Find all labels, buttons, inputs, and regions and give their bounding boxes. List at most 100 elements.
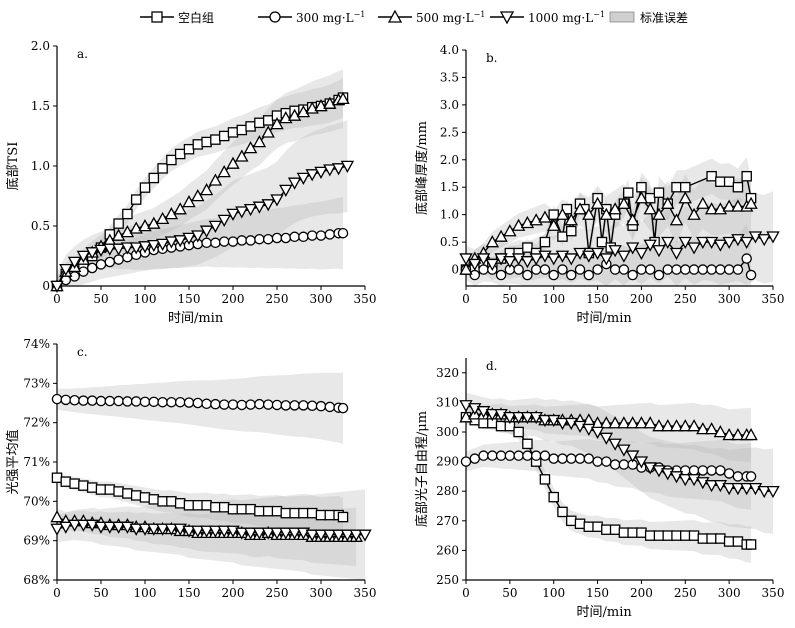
data-point (199, 183, 214, 196)
panel-label: c. (77, 345, 88, 359)
data-point (609, 459, 621, 470)
x-tick-label: 50 (502, 586, 517, 600)
data-point (235, 206, 249, 219)
y-tick-label: 3.0 (440, 98, 459, 112)
data-point (287, 527, 302, 540)
data-point (60, 394, 72, 406)
data-point (323, 529, 337, 542)
y-tick-label: 270 (436, 514, 459, 528)
legend-label-blank: 空白组 (178, 10, 215, 25)
data-point (289, 400, 300, 411)
data-point (139, 492, 151, 503)
data-point (557, 264, 568, 275)
x-tick-label: 200 (630, 586, 653, 600)
data-point (305, 529, 319, 542)
x-tick-label: 0 (53, 292, 61, 306)
data-point (120, 225, 135, 238)
data-point (226, 208, 240, 221)
data-point (744, 428, 758, 441)
data-point (208, 220, 223, 233)
panel-label: b. (486, 51, 498, 65)
data-point (129, 242, 143, 255)
data-point (608, 416, 622, 429)
data-point (104, 256, 116, 268)
data-point (634, 416, 649, 429)
data-point (723, 468, 735, 479)
data-point (555, 207, 570, 220)
data-point (130, 396, 142, 407)
data-point (566, 225, 577, 237)
data-point (566, 453, 577, 464)
series-circle (460, 253, 757, 281)
data-point (201, 237, 212, 249)
data-point (314, 166, 328, 179)
data-point (662, 264, 673, 275)
data-point (678, 474, 692, 487)
data-point (306, 507, 318, 519)
data-point (217, 214, 231, 227)
data-point (617, 196, 631, 209)
data-point (235, 527, 249, 540)
data-point (643, 416, 657, 429)
data-point (459, 262, 473, 275)
data-point (513, 264, 524, 275)
data-point (113, 486, 124, 497)
panel-label: d. (486, 359, 498, 373)
data-point (669, 213, 684, 226)
x-tick-label: 350 (762, 292, 785, 306)
data-point (59, 521, 73, 534)
std-error-band (466, 411, 752, 563)
x-tick-label: 50 (502, 292, 517, 306)
data-point (732, 181, 744, 193)
data-point (715, 176, 726, 187)
data-point (148, 172, 160, 184)
x-tick-label: 150 (178, 292, 201, 306)
data-point (548, 491, 559, 503)
data-point (298, 400, 309, 411)
data-point (522, 242, 533, 253)
data-point (652, 419, 666, 432)
data-point (590, 196, 605, 209)
x-tick-label: 150 (586, 292, 609, 306)
y-tick-label: 68% (23, 573, 50, 587)
data-point (201, 136, 212, 148)
data-point (86, 482, 98, 493)
data-point (592, 521, 603, 532)
data-point (741, 170, 752, 182)
data-point (547, 253, 561, 266)
data-point (539, 474, 551, 485)
data-point (243, 527, 258, 540)
data-point (245, 235, 256, 246)
data-point (358, 529, 372, 542)
data-point (722, 236, 736, 250)
data-point (495, 269, 507, 281)
data-point (590, 426, 605, 439)
data-point (608, 438, 622, 451)
data-point (252, 135, 267, 148)
data-point (732, 536, 744, 547)
data-point (609, 264, 621, 275)
data-point (757, 234, 771, 247)
data-point (227, 399, 239, 410)
data-point (192, 397, 204, 409)
data-point (262, 115, 274, 126)
legend-triangle-up-marker-icon (378, 10, 412, 23)
legend-label-300: 300 mg·L−1 (296, 9, 366, 25)
series-circle (51, 227, 349, 292)
data-point (618, 459, 630, 470)
data-point (50, 510, 64, 523)
data-point (644, 264, 656, 275)
data-point (289, 507, 300, 519)
data-point (60, 476, 72, 487)
data-point (51, 472, 63, 483)
legend-triangle-down-marker-icon (490, 11, 524, 24)
data-point (280, 507, 292, 519)
data-point (574, 264, 586, 275)
data-point (520, 256, 535, 269)
data-point (298, 231, 309, 243)
std-error-band (57, 372, 343, 444)
x-tick-label: 350 (762, 586, 785, 600)
data-point (713, 239, 728, 252)
data-point (766, 231, 780, 244)
data-point (722, 199, 736, 212)
